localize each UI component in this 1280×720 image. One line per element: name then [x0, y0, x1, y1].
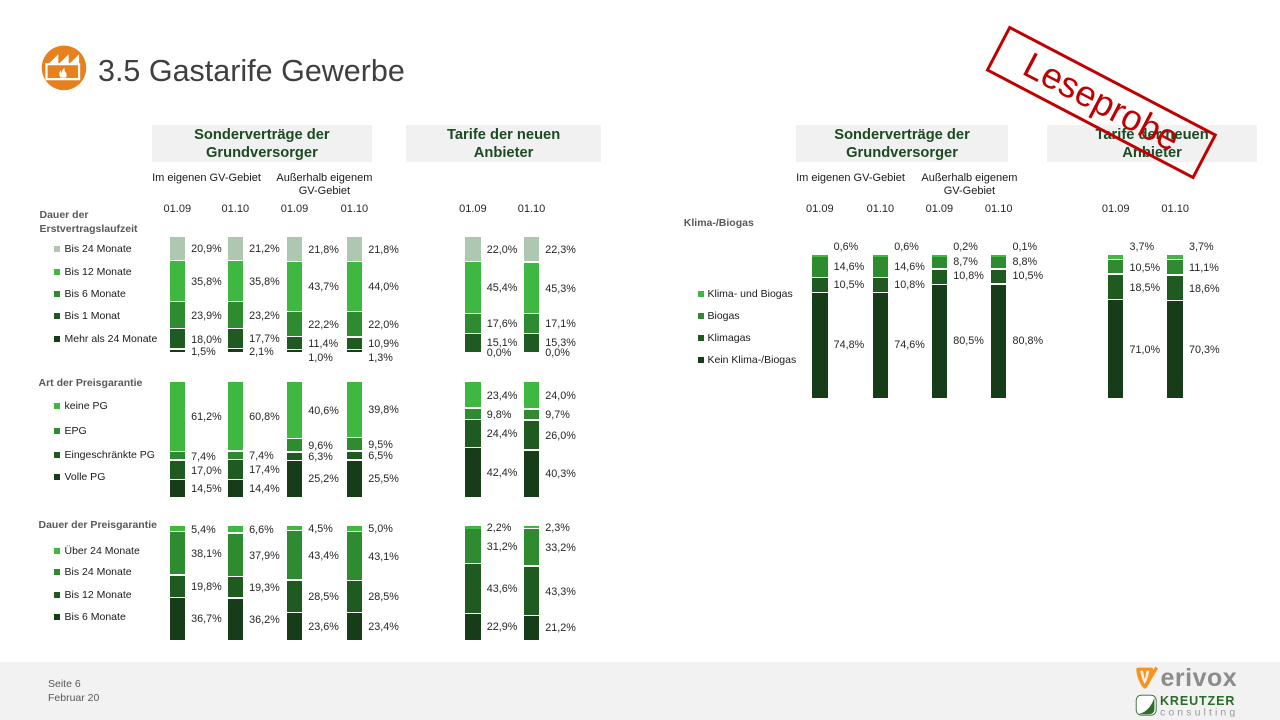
svg-text:erivox: erivox [1160, 666, 1237, 692]
svg-text:KREUTZER: KREUTZER [1160, 694, 1235, 708]
svg-text:consulting: consulting [1160, 707, 1237, 718]
